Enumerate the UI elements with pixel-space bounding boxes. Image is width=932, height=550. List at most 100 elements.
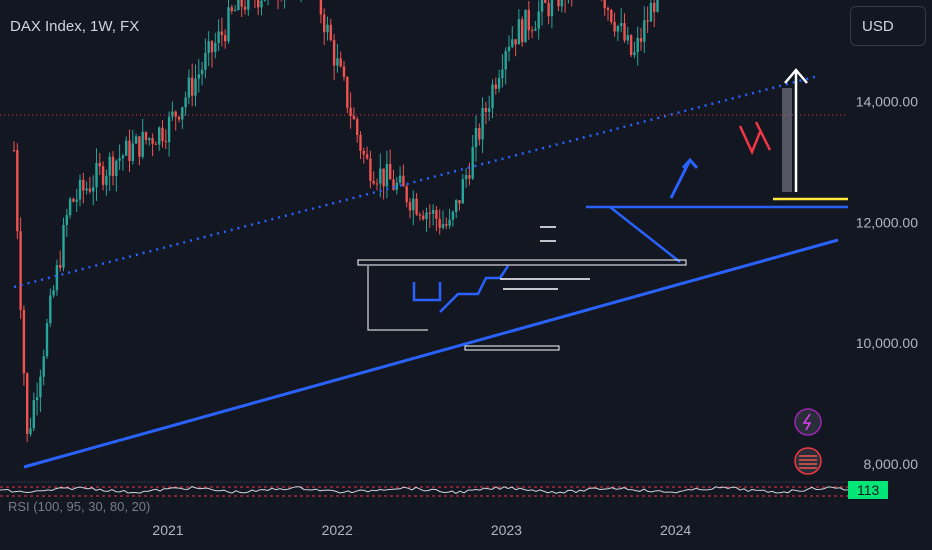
candle-body <box>362 150 365 155</box>
candle-body <box>382 168 385 187</box>
candle-body <box>329 24 332 41</box>
candle-body <box>550 0 554 17</box>
candle-body <box>451 211 455 220</box>
lightning-icon <box>794 408 822 436</box>
candle-body <box>22 309 26 374</box>
candle-body <box>35 397 39 401</box>
candle-body <box>422 215 425 220</box>
candle-body <box>408 202 412 211</box>
candle-body <box>606 8 610 10</box>
candle-body <box>187 77 191 98</box>
candle-body <box>174 111 177 117</box>
time-axis: 2021 2022 2023 2024 <box>152 522 691 538</box>
stair-line <box>439 265 510 313</box>
candle-body <box>191 77 194 96</box>
rsi-indicator-label: RSI (100, 95, 30, 80, 20) <box>8 499 150 514</box>
candle-body <box>141 132 144 157</box>
candle-body <box>636 38 639 53</box>
candle-body <box>39 376 42 398</box>
candle-body <box>646 20 649 22</box>
candle-body <box>455 200 458 212</box>
candle-body <box>115 160 118 176</box>
candle-body <box>88 188 92 192</box>
candle-body <box>342 66 346 77</box>
drawings-layer <box>0 68 848 475</box>
candle-body <box>336 58 339 66</box>
candle-body <box>204 52 207 70</box>
candle-body <box>181 107 184 120</box>
candle-body <box>197 74 200 79</box>
candle-body <box>108 156 111 176</box>
candle-body <box>537 11 540 29</box>
candle-body <box>392 179 395 190</box>
candle-body <box>395 182 398 190</box>
candle-body <box>504 51 507 70</box>
candle-body <box>379 168 382 184</box>
projection-box <box>782 88 792 192</box>
price-axis: 8,000.0010,000.0012,000.0014,000.0020,00… <box>856 94 919 472</box>
candle-body <box>85 188 88 191</box>
candle-body <box>29 428 32 434</box>
candle-body <box>610 9 613 22</box>
candle-body <box>402 175 405 187</box>
candle-body <box>438 218 441 228</box>
currency-button[interactable]: USD <box>850 6 926 46</box>
rsi-line <box>0 486 849 494</box>
candle-body <box>332 40 336 66</box>
candle-body <box>184 97 187 108</box>
white-up-arrow <box>784 68 808 192</box>
candle-body <box>488 108 491 112</box>
chart-title: DAX Index, 1W, FX <box>10 18 140 35</box>
candle-body <box>375 183 379 185</box>
candle-body <box>445 224 448 226</box>
rsi-pane: 113 RSI (100, 95, 30, 80, 20) <box>0 481 888 514</box>
candle-body <box>616 26 620 32</box>
red-zigzag <box>738 121 772 156</box>
time-tick-label: 2024 <box>660 522 691 538</box>
candle-body <box>224 35 227 42</box>
candle-body <box>643 20 646 42</box>
candle-body <box>441 224 445 228</box>
candle-body <box>233 9 237 12</box>
candle-body <box>507 46 511 52</box>
candle-body <box>530 30 534 32</box>
candle-body <box>95 162 98 188</box>
candle-body <box>372 181 375 184</box>
candle-body <box>613 21 616 32</box>
candle-body <box>365 154 369 159</box>
candle-body <box>220 31 224 36</box>
price-tick-label: 10,000.00 <box>856 335 918 351</box>
candle-body <box>653 2 656 12</box>
candle-body <box>527 9 530 31</box>
candle-body <box>534 28 537 31</box>
candle-body <box>560 0 563 7</box>
candle-body <box>200 69 204 75</box>
candle-body <box>92 187 95 192</box>
candle-body <box>511 39 514 47</box>
candle-body <box>19 231 22 310</box>
white-bracket <box>367 266 428 331</box>
candle-body <box>12 149 16 151</box>
candle-body <box>167 116 171 143</box>
candle-body <box>210 41 214 53</box>
candle-body <box>435 209 438 219</box>
candle-body <box>118 158 121 161</box>
white-box <box>464 345 560 351</box>
candle-body <box>177 116 181 120</box>
trend-line-support <box>23 238 839 469</box>
candle-body <box>151 138 154 144</box>
candle-body <box>352 115 356 120</box>
candle-body <box>412 198 415 211</box>
channel-line <box>609 206 681 263</box>
candle-body <box>101 166 105 185</box>
candle-body <box>369 158 372 182</box>
candle-body <box>161 127 164 142</box>
candle-body <box>82 179 85 191</box>
candle-body <box>49 295 52 324</box>
candle-body <box>494 84 497 89</box>
candle-body <box>62 224 65 268</box>
candle-body <box>260 0 263 8</box>
us-flag-icon <box>794 447 822 475</box>
candle-body <box>448 219 451 226</box>
